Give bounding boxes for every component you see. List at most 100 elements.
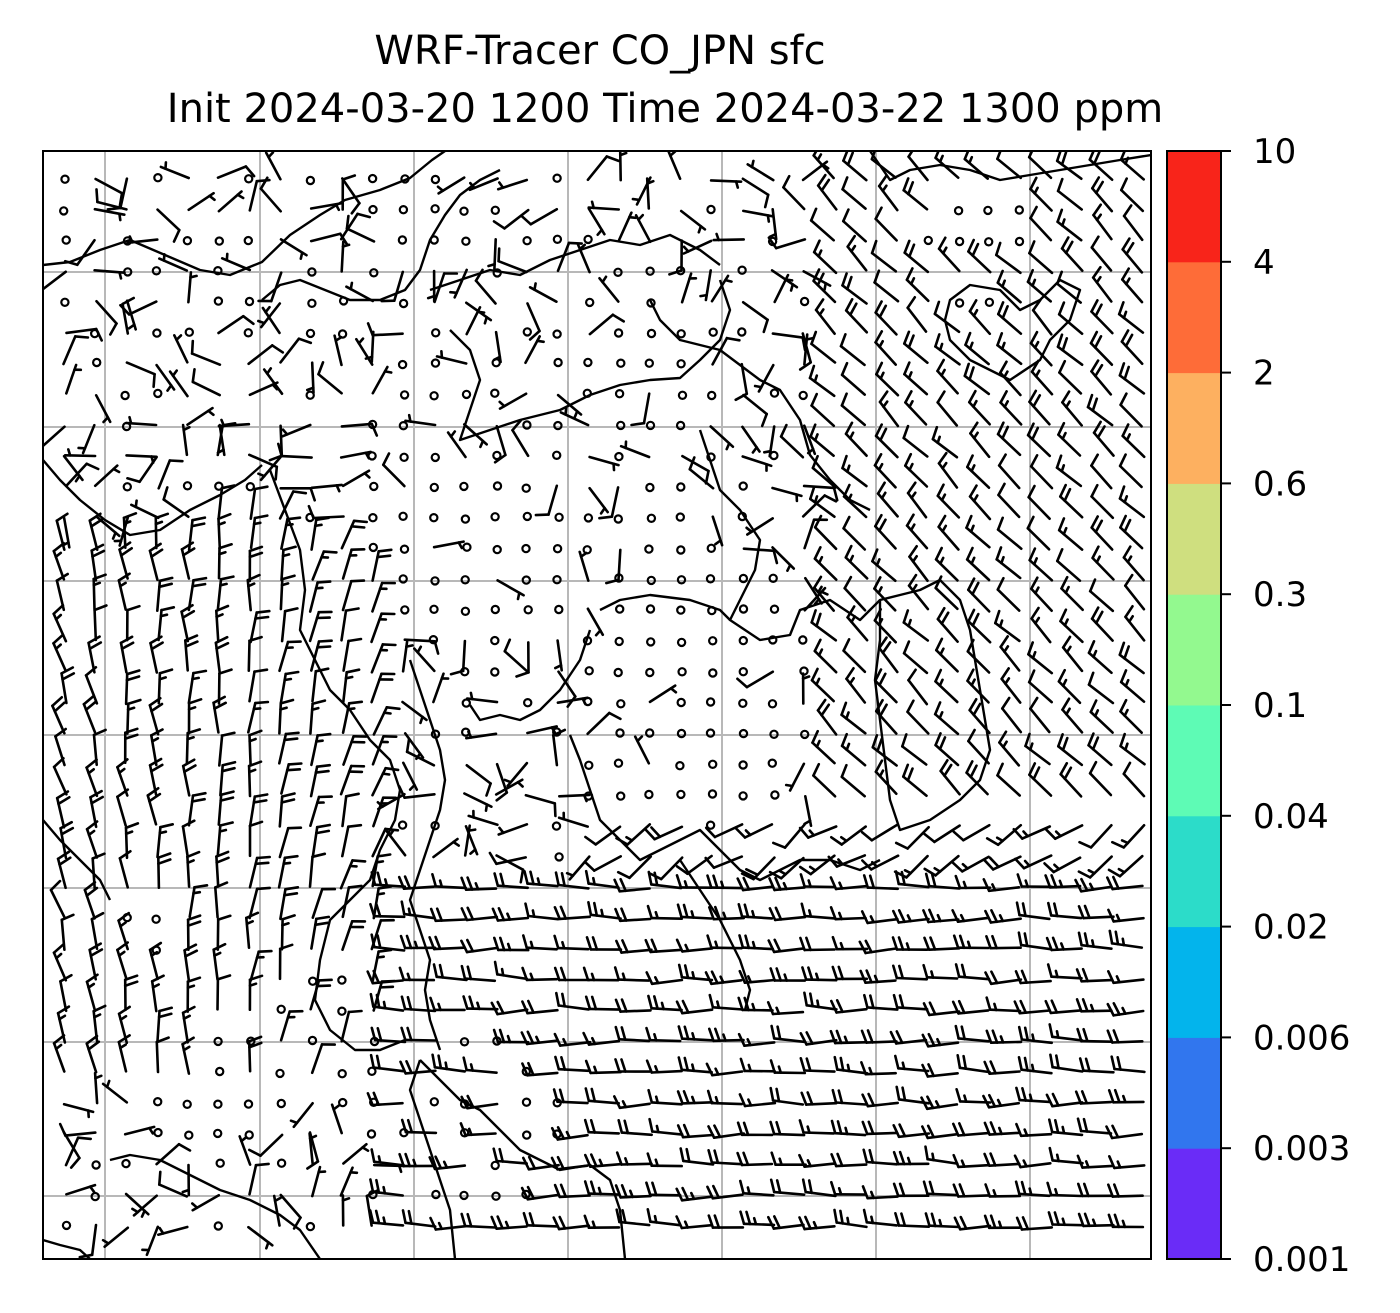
wind-barb xyxy=(583,791,594,801)
wind-barb xyxy=(526,302,541,341)
wind-barb xyxy=(831,1088,868,1106)
wind-barb xyxy=(61,235,71,245)
wind-barb xyxy=(257,271,283,303)
wind-barb xyxy=(398,421,409,431)
wind-barb xyxy=(924,1145,959,1165)
wind-barb xyxy=(812,762,837,798)
wind-barb xyxy=(430,174,441,185)
colorbar-tick-label: 0.001 xyxy=(1253,1240,1350,1280)
wind-barb xyxy=(216,165,256,179)
wind-barb xyxy=(449,268,469,299)
wind-barb xyxy=(738,481,748,491)
wind-barb xyxy=(215,850,230,888)
wind-barb xyxy=(648,1117,684,1136)
wind-barb xyxy=(829,825,868,846)
colorbar-tick-label: 0.6 xyxy=(1253,464,1307,504)
wind-barb xyxy=(613,267,623,277)
wind-barb xyxy=(341,668,361,704)
wind-barb xyxy=(181,819,196,858)
wind-barb xyxy=(1015,1086,1051,1104)
wind-barb xyxy=(248,1162,270,1196)
wind-barb xyxy=(968,697,991,735)
wind-barb xyxy=(330,1103,344,1135)
wind-barb xyxy=(767,938,806,954)
wind-barb xyxy=(430,576,440,586)
wind-barb xyxy=(92,573,107,611)
wind-barb xyxy=(370,612,396,644)
wind-barb xyxy=(1061,390,1083,427)
wind-barb xyxy=(1029,330,1053,367)
wind-barb xyxy=(186,850,201,889)
wind-barb xyxy=(923,235,934,246)
wind-barb xyxy=(553,420,563,431)
wind-barb xyxy=(894,1212,931,1228)
wind-barb xyxy=(553,639,564,672)
wind-barb xyxy=(248,545,264,583)
wind-barb xyxy=(769,729,779,740)
wind-barb xyxy=(1028,389,1051,426)
wind-barb xyxy=(459,1122,497,1137)
wind-barb xyxy=(248,855,272,889)
wind-barb xyxy=(554,871,590,890)
wind-barb xyxy=(902,424,929,458)
wind-barb xyxy=(121,1158,131,1169)
wind-barb xyxy=(249,609,271,644)
coastlines xyxy=(43,151,1151,1259)
wind-barb xyxy=(1012,825,1052,840)
wind-barb xyxy=(1090,453,1113,490)
coastline xyxy=(408,659,447,1051)
wind-barb xyxy=(1105,1124,1144,1140)
wind-barb xyxy=(738,1093,777,1108)
wind-barb xyxy=(89,328,100,339)
wind-barb xyxy=(490,388,500,398)
wind-barb xyxy=(214,1066,225,1077)
wind-barb xyxy=(860,1029,898,1044)
wind-barb xyxy=(436,176,466,195)
wind-barb xyxy=(646,904,684,921)
wind-barb xyxy=(770,790,780,800)
wind-barb xyxy=(583,357,593,368)
wind-barb xyxy=(829,1180,867,1196)
wind-barb xyxy=(739,1210,776,1227)
wind-barb xyxy=(275,1068,285,1079)
wind-barb xyxy=(1076,1117,1113,1135)
wind-barb xyxy=(967,389,992,426)
wind-barb xyxy=(1074,877,1113,893)
wind-barb xyxy=(492,481,503,491)
wind-barb xyxy=(1056,270,1082,304)
wind-barb xyxy=(707,1027,745,1043)
wind-barb xyxy=(1077,855,1113,879)
wind-barb xyxy=(215,604,230,643)
wind-barb xyxy=(769,1086,805,1106)
wind-barb xyxy=(801,966,838,982)
wind-barb xyxy=(614,1025,651,1043)
wind-barb xyxy=(769,388,780,398)
wind-barb xyxy=(908,544,929,583)
wind-barb xyxy=(181,758,197,797)
wind-barb xyxy=(308,852,327,889)
wind-barb xyxy=(983,1152,1021,1167)
wind-barb xyxy=(902,330,929,365)
wind-barb xyxy=(1044,873,1082,889)
wind-barb xyxy=(159,161,190,180)
wind-barb xyxy=(1075,997,1113,1013)
wind-barb xyxy=(952,934,990,950)
coastline xyxy=(943,278,1082,382)
wind-barb xyxy=(151,914,161,924)
wind-barb xyxy=(93,464,121,488)
wind-barb xyxy=(82,694,97,734)
wind-barb xyxy=(1119,732,1146,766)
wind-barb xyxy=(311,887,337,920)
wind-barb xyxy=(1106,1001,1145,1017)
wind-barb xyxy=(1120,177,1145,213)
wind-barb xyxy=(809,423,835,458)
wind-barb xyxy=(617,1119,654,1137)
wind-barb xyxy=(614,1184,652,1199)
wind-barb xyxy=(146,786,162,826)
wind-barb xyxy=(340,240,351,273)
wind-barb xyxy=(217,512,232,551)
wind-barb xyxy=(60,666,76,705)
wind-barb xyxy=(552,234,563,244)
wind-barb xyxy=(156,822,174,859)
